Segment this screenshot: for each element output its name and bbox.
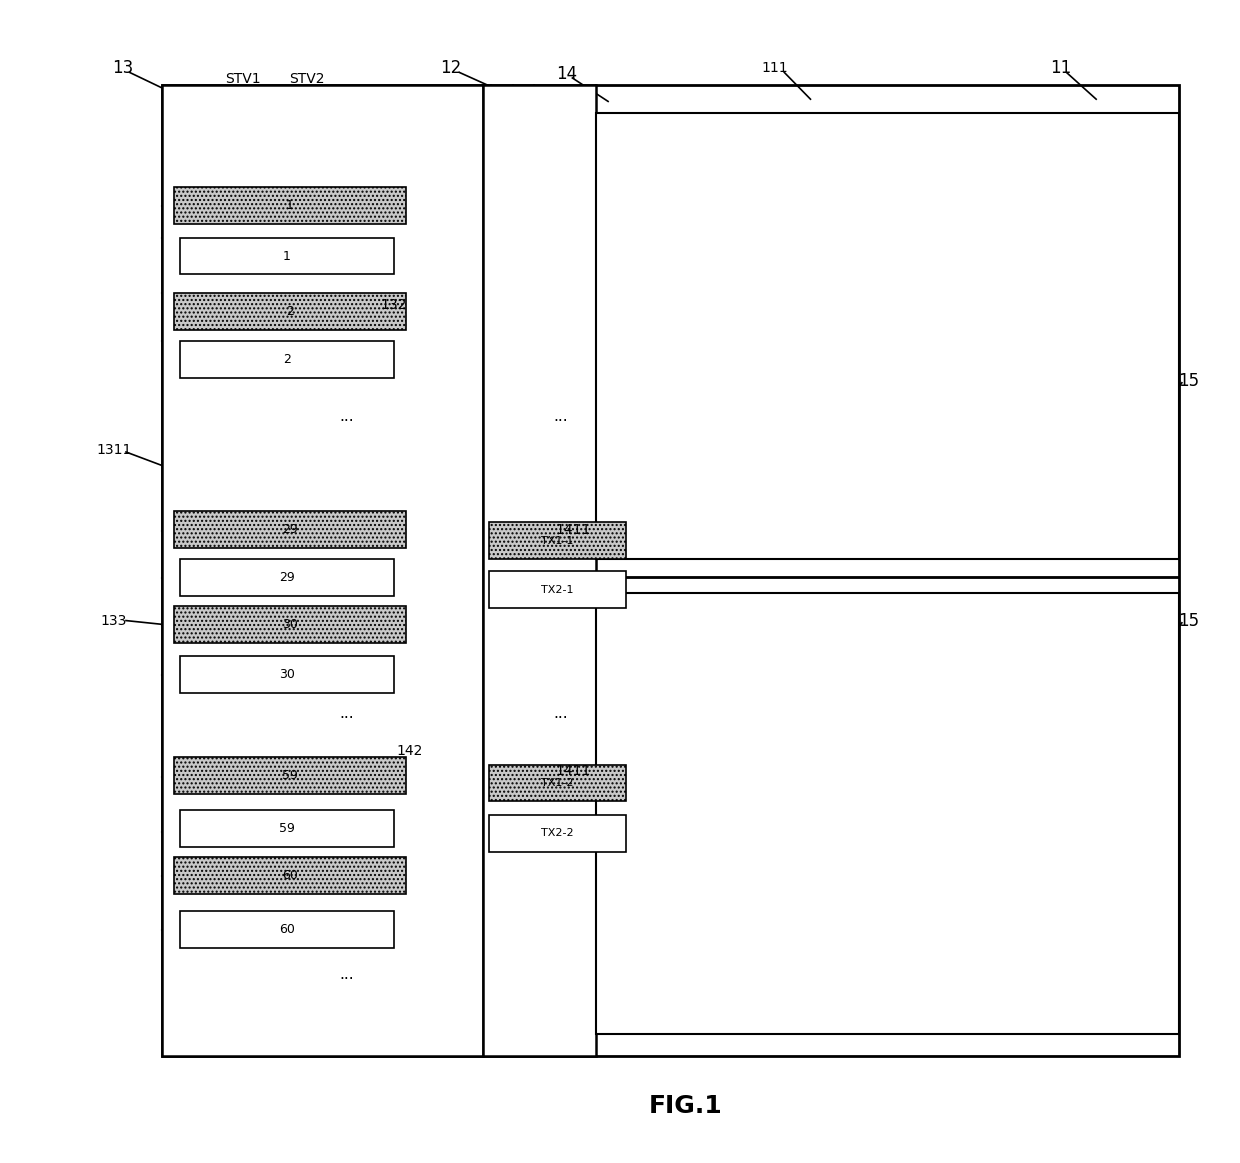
Text: 142: 142 (396, 744, 423, 758)
Text: ...: ... (553, 706, 568, 721)
Text: 1411: 1411 (556, 764, 591, 778)
Bar (180, 342, 394, 378)
Bar (180, 811, 394, 847)
Text: TX2-2: TX2-2 (541, 828, 574, 839)
Bar (161, 85, 484, 1056)
Text: 60: 60 (279, 922, 295, 936)
Bar (174, 606, 405, 643)
Bar (174, 757, 405, 793)
Text: 30: 30 (281, 618, 298, 632)
Text: ...: ... (339, 966, 353, 982)
Bar (174, 293, 405, 330)
Text: 59: 59 (281, 769, 298, 782)
Bar (489, 815, 626, 851)
Bar (489, 571, 626, 608)
Text: 29: 29 (281, 523, 298, 536)
Text: 29: 29 (279, 571, 295, 584)
Text: 11: 11 (1050, 59, 1071, 77)
Text: 30: 30 (279, 669, 295, 682)
Text: ...: ... (339, 408, 353, 423)
Text: 132: 132 (381, 298, 407, 312)
Text: ...: ... (553, 408, 568, 423)
Bar (596, 113, 1179, 559)
Bar (489, 522, 626, 559)
Text: 12: 12 (440, 59, 461, 77)
Bar (174, 512, 405, 548)
Text: 15: 15 (1178, 371, 1199, 390)
Text: 60: 60 (281, 869, 298, 883)
Bar (180, 559, 394, 595)
Text: 1: 1 (283, 250, 290, 263)
Text: 1: 1 (285, 199, 294, 213)
Bar (489, 764, 626, 801)
Text: 111: 111 (761, 60, 789, 74)
Text: 2: 2 (285, 306, 294, 319)
Text: 15: 15 (1178, 612, 1199, 629)
Text: STV1: STV1 (224, 72, 260, 86)
Bar (174, 187, 405, 224)
Bar (484, 85, 596, 1056)
Text: 1311: 1311 (97, 443, 131, 457)
Text: 2: 2 (283, 354, 290, 366)
Bar (596, 593, 1179, 1034)
Bar (174, 857, 405, 894)
Bar (180, 237, 394, 274)
Text: ...: ... (339, 706, 353, 721)
Text: TX1-1: TX1-1 (542, 536, 574, 545)
Text: 1411: 1411 (556, 523, 591, 537)
Text: 14: 14 (556, 64, 577, 83)
Text: 13: 13 (112, 59, 133, 77)
Text: 133: 133 (100, 614, 128, 628)
Bar (161, 85, 1179, 1056)
Text: STV2: STV2 (289, 72, 325, 86)
Text: FIG.1: FIG.1 (649, 1094, 723, 1119)
Bar (180, 911, 394, 948)
Text: 59: 59 (279, 822, 295, 835)
Text: TX1-2: TX1-2 (541, 778, 574, 789)
Bar (180, 656, 394, 693)
Text: TX2-1: TX2-1 (541, 585, 574, 594)
